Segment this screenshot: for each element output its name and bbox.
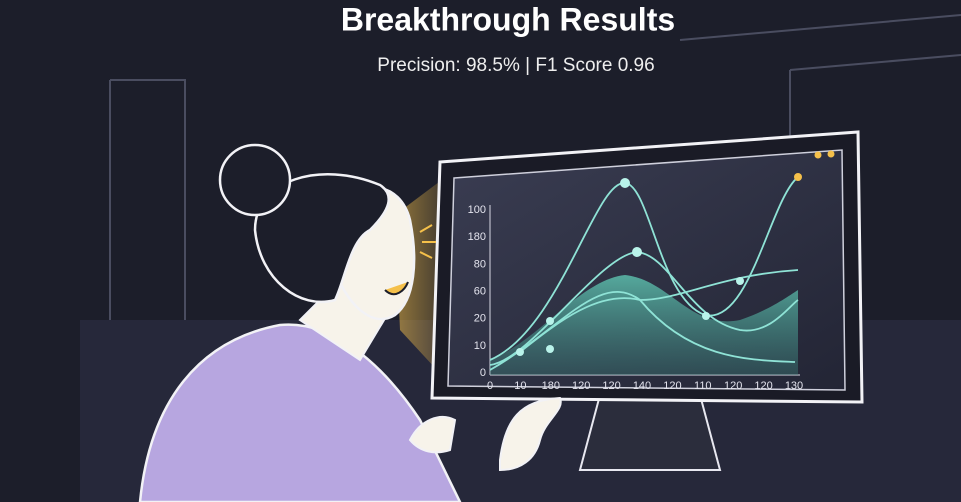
x-label: 120	[663, 380, 681, 392]
x-label: 120	[572, 380, 590, 392]
room-lines	[109, 14, 961, 400]
hair-bun	[218, 143, 292, 217]
x-label: 110	[694, 380, 712, 392]
indicator	[814, 151, 822, 159]
x-label: 140	[633, 380, 651, 392]
hand	[499, 396, 562, 472]
x-label: 0	[487, 380, 493, 392]
monitor-stand	[578, 394, 722, 471]
x-label: 120	[724, 380, 742, 392]
y-label: 180	[468, 231, 486, 243]
x-label: 180	[542, 380, 560, 392]
x-label: 120	[754, 380, 772, 392]
x-label: 130	[785, 380, 803, 392]
subtitle: Precision: 98.5% | F1 Score 0.96	[377, 55, 654, 76]
x-label: 10	[514, 380, 526, 392]
y-label: 100	[468, 204, 486, 216]
area	[490, 275, 798, 375]
x-labels: 0 10 180 120 120 140 120 110 120 120 130	[487, 380, 803, 392]
title: Breakthrough Results	[341, 1, 675, 37]
x-label: 120	[602, 380, 620, 392]
y-label: 0	[480, 367, 486, 379]
spark	[419, 224, 436, 259]
torso	[138, 323, 462, 502]
indicator	[827, 150, 835, 158]
hair	[253, 172, 390, 304]
y-label: 80	[474, 258, 486, 270]
mouth	[384, 281, 409, 296]
y-label: 10	[474, 340, 486, 352]
y-label: 60	[474, 286, 486, 298]
hand	[408, 415, 457, 454]
y-label: 20	[474, 313, 486, 325]
points	[516, 173, 802, 356]
